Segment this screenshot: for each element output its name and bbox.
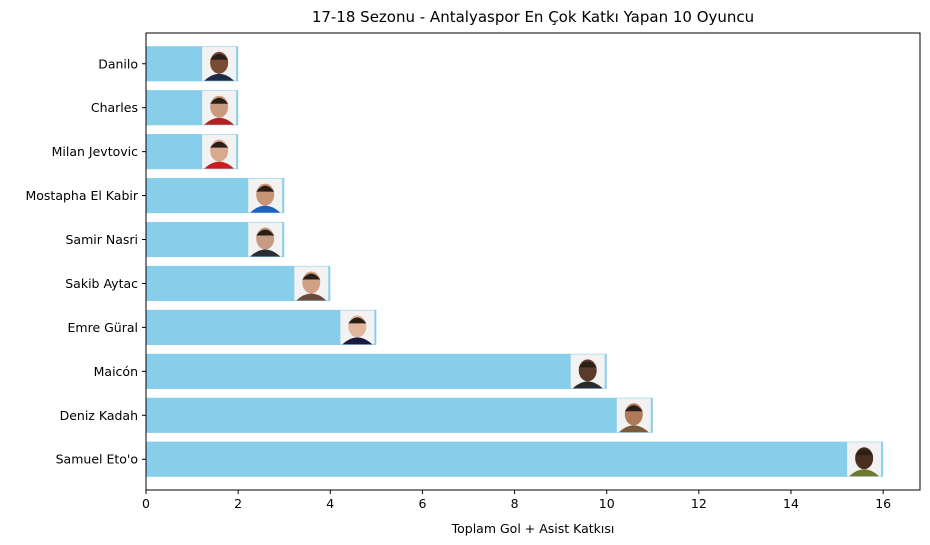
player-photo [202, 90, 237, 125]
player-photo [202, 134, 237, 169]
y-tick-label: Emre Güral [68, 320, 138, 335]
x-tick-label: 6 [418, 496, 426, 511]
y-tick-label: Deniz Kadah [60, 408, 138, 423]
bars-group [146, 46, 884, 477]
player-photo [847, 442, 882, 477]
x-tick-label: 0 [142, 496, 150, 511]
y-tick-label: Danilo [98, 56, 138, 71]
y-tick-label: Milan Jevtovic [52, 144, 138, 159]
y-tick-label: Mostapha El Kabir [25, 188, 138, 203]
player-photo [570, 354, 605, 389]
bar [146, 353, 607, 389]
player-photo [248, 178, 283, 213]
y-axis-ticks: Danilo Charles Milan Jevtovic Mostapha El K… [25, 56, 146, 467]
x-tick-label: 2 [234, 496, 242, 511]
player-photo [248, 222, 283, 257]
bar [146, 397, 653, 433]
bar [146, 309, 377, 345]
x-tick-label: 16 [875, 496, 891, 511]
x-tick-label: 12 [691, 496, 707, 511]
player-photo [340, 310, 375, 345]
x-axis-ticks: 0 2 4 6 8 10 12 14 16 [142, 490, 891, 511]
player-photo [616, 398, 651, 433]
plot-frame [145, 32, 921, 491]
y-tick-label: Charles [91, 100, 138, 115]
player-photos-group [202, 46, 882, 477]
x-tick-label: 10 [599, 496, 615, 511]
y-tick-label: Samir Nasri [66, 232, 139, 247]
player-photo [294, 266, 329, 301]
x-tick-label: 4 [326, 496, 334, 511]
y-tick-label: Sakib Aytac [65, 276, 138, 291]
bar [146, 441, 884, 477]
x-axis-label: Toplam Gol + Asist Katkısı [451, 521, 615, 536]
chart-title: 17-18 Sezonu - Antalyaspor En Çok Katkı … [312, 8, 754, 26]
player-photo [202, 46, 237, 81]
x-tick-label: 14 [783, 496, 799, 511]
y-tick-label: Samuel Eto'o [56, 452, 138, 467]
y-tick-label: Maicón [94, 364, 138, 379]
x-tick-label: 8 [511, 496, 519, 511]
